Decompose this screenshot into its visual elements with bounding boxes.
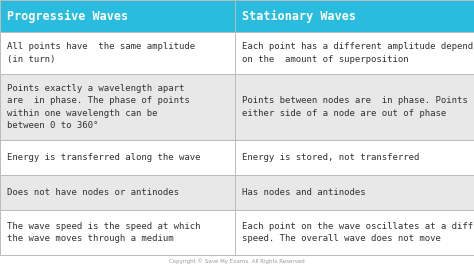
- Text: Progressive Waves: Progressive Waves: [7, 9, 128, 22]
- Text: Each point on the wave oscillates at a different
speed. The overall wave does no: Each point on the wave oscillates at a d…: [242, 222, 474, 243]
- Bar: [0, 210, 235, 255]
- Text: Energy is transferred along the wave: Energy is transferred along the wave: [7, 153, 201, 162]
- Bar: [0, 140, 235, 175]
- Text: Each point has a different amplitude depending
on the  amount of superposition: Each point has a different amplitude dep…: [242, 42, 474, 64]
- Bar: [235, 32, 474, 74]
- Bar: [0, 175, 235, 210]
- Text: Copyright © Save My Exams. All Rights Reserved: Copyright © Save My Exams. All Rights Re…: [169, 258, 305, 264]
- Bar: [0, 140, 235, 175]
- Bar: [0, 32, 235, 74]
- Text: Points exactly a wavelength apart
are  in phase. The phase of points
within one : Points exactly a wavelength apart are in…: [7, 84, 190, 130]
- Text: Points between nodes are  in phase. Points on
either side of a node are out of p: Points between nodes are in phase. Point…: [242, 96, 474, 117]
- Bar: [0, 74, 235, 140]
- Text: All points have  the same amplitude
(in turn): All points have the same amplitude (in t…: [7, 42, 195, 64]
- Text: Has nodes and antinodes: Has nodes and antinodes: [242, 188, 365, 197]
- Bar: [0, 32, 235, 74]
- Text: Does not have nodes or antinodes: Does not have nodes or antinodes: [7, 188, 179, 197]
- Bar: [235, 175, 474, 210]
- Text: Stationary Waves: Stationary Waves: [242, 9, 356, 22]
- Bar: [235, 140, 474, 175]
- Bar: [235, 74, 474, 140]
- Text: The wave speed is the speed at which
the wave moves through a medium: The wave speed is the speed at which the…: [7, 222, 201, 243]
- Bar: [0, 175, 235, 210]
- Bar: [0, 74, 235, 140]
- Bar: [0, 210, 235, 255]
- Bar: [235, 210, 474, 255]
- Bar: [0, 0, 235, 32]
- Text: Energy is stored, not transferred: Energy is stored, not transferred: [242, 153, 419, 162]
- Bar: [235, 0, 474, 32]
